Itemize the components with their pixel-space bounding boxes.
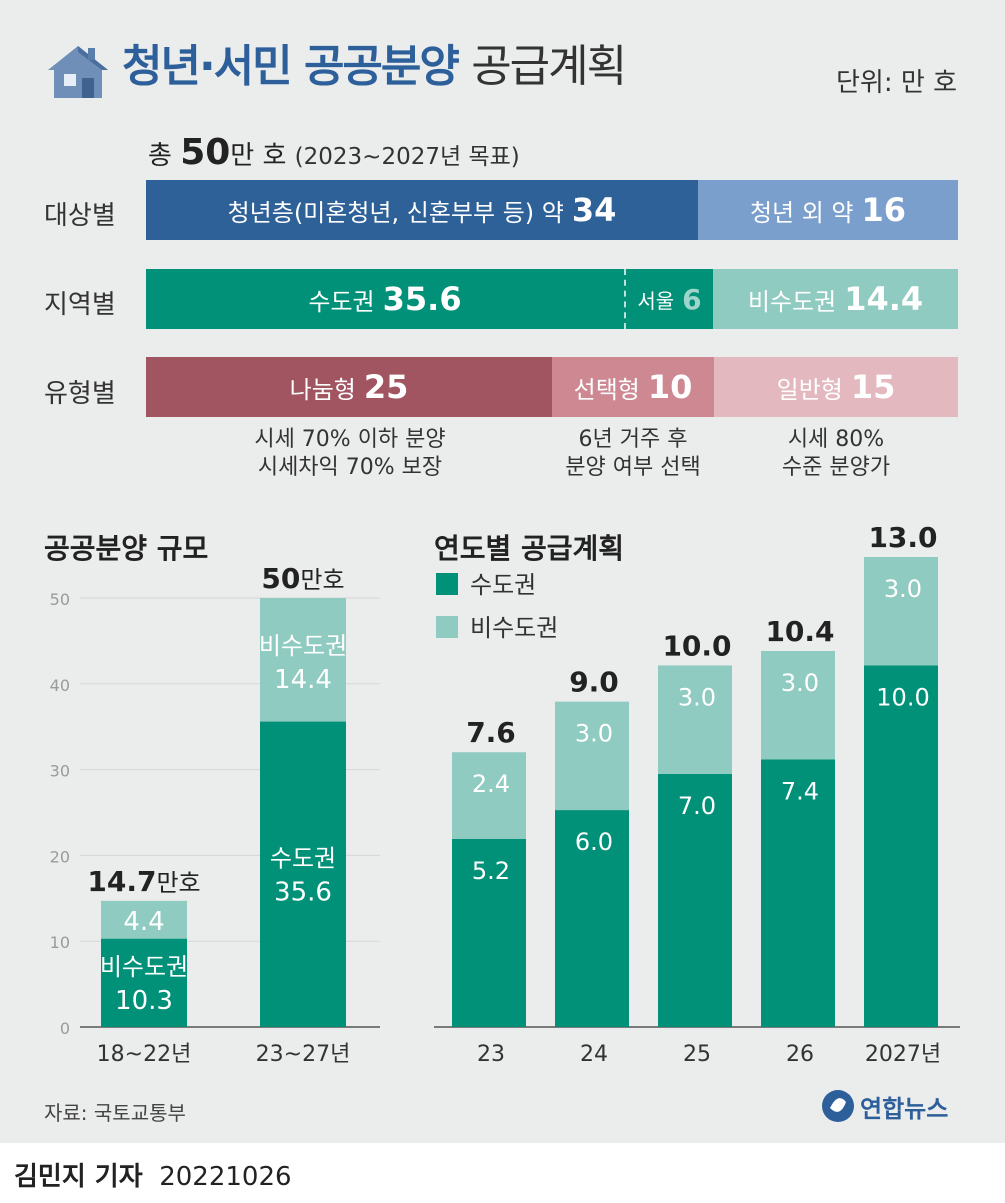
bar-total-label: 10.0: [662, 629, 731, 662]
bar-value-label: 4.4: [123, 907, 164, 937]
yonhap-logo-icon: [822, 1090, 854, 1122]
bar-total-label: 9.0: [569, 666, 619, 699]
bar-series-label: 비수도권: [259, 632, 347, 660]
bar-region-capital: 수도권 35.6: [146, 269, 624, 329]
bar-type-sharing: 나눔형 25: [146, 357, 552, 417]
bar-value-label: 3.0: [884, 575, 922, 603]
bar-value-label: 3.0: [575, 720, 613, 748]
y-tick-label: 40: [50, 676, 70, 695]
house-icon: [48, 46, 108, 98]
bar-value-label: 7.0: [678, 792, 716, 820]
bar-target-others: 청년 외 약 16: [698, 180, 958, 240]
bar-series-label: 수도권: [270, 844, 336, 872]
bar-value-label: 7.4: [781, 777, 819, 805]
bar-capital: [260, 721, 346, 1027]
x-tick-label: 26: [786, 1042, 814, 1067]
bar-total-label: 14.7만호: [87, 865, 200, 898]
brand-logo: 연합뉴스: [820, 1088, 948, 1124]
x-tick-label: 23~27년: [256, 1042, 351, 1067]
unit-label: 단위: 만 호: [836, 68, 957, 98]
x-tick-label: 24: [580, 1042, 608, 1067]
bar-noncapital: [101, 900, 187, 939]
bar-noncapital: [260, 598, 346, 722]
row-label-region: 지역별: [44, 290, 116, 320]
legend-label-noncapital: 비수도권: [470, 614, 558, 642]
bar-total-label: 10.4: [765, 615, 834, 648]
bar-value-label: 35.6: [274, 877, 332, 907]
bar-noncapital: [452, 752, 526, 839]
y-tick-label: 20: [50, 847, 70, 866]
bar-noncapital: [658, 665, 732, 774]
row-label-type: 유형별: [44, 379, 116, 409]
x-tick-label: 25: [683, 1042, 711, 1067]
x-tick-label: 23: [477, 1042, 505, 1067]
charts-svg: 0 10 20 30 40 50 비수도권 10.3 4.4 14.7만호 18~22년 수도권 35.…: [50, 521, 960, 1067]
bar-value-label: 6.0: [575, 828, 613, 856]
bar-value-label: 3.0: [678, 683, 716, 711]
bar-value-label: 14.4: [274, 665, 332, 695]
infographic-panel: 청년·서민 공공분양 공급계획 단위: 만 호 총 50만 호 (2023~20…: [0, 0, 1005, 1143]
bar-capital: [452, 839, 526, 1027]
bar-value-label: 10.0: [876, 683, 929, 711]
note-general: 시세 80% 수준 분양가: [781, 427, 891, 480]
x-tick-label: 18~22년: [97, 1042, 192, 1067]
bar-target-youth: 청년층(미혼청년, 신혼부부 등) 약 34: [146, 180, 698, 240]
bar-value-label: 5.2: [472, 857, 510, 885]
bar-value-label: 10.3: [115, 986, 173, 1016]
bar-total-label: 13.0: [868, 521, 937, 554]
y-tick-label: 0: [60, 1019, 70, 1038]
bar-capital: [101, 938, 187, 1027]
credit-line: 김민지 기자 20221026: [14, 1162, 292, 1192]
bar-value-label: 3.0: [781, 669, 819, 697]
bar-series-label: 비수도권: [100, 953, 188, 981]
note-choice: 6년 거주 후 분양 여부 선택: [565, 427, 701, 480]
chart1-title: 공공분양 규모: [44, 532, 209, 565]
bar-noncapital: [864, 557, 938, 666]
y-tick-label: 30: [50, 762, 70, 781]
bar-type-general: 일반형 15: [714, 357, 958, 417]
bar-capital: [864, 665, 938, 1027]
bar-total-label: 7.6: [466, 716, 516, 749]
legend-label-capital: 수도권: [470, 571, 536, 599]
bar-value-label: 2.4: [472, 770, 510, 798]
bar-capital: [555, 810, 629, 1027]
bar-noncapital: [555, 701, 629, 811]
page-title: 청년·서민 공공분양 공급계획: [122, 41, 627, 92]
bar-region-seoul: 서울 6: [624, 269, 713, 329]
bar-region-noncapital: 비수도권 14.4: [713, 269, 958, 329]
x-tick-label: 2027년: [865, 1042, 941, 1067]
legend-swatch-noncapital: [436, 616, 458, 638]
y-tick-label: 10: [50, 933, 70, 952]
chart2-title: 연도별 공급계획: [434, 532, 625, 565]
legend-swatch-capital: [436, 573, 458, 595]
bar-noncapital: [761, 651, 835, 760]
row-label-target: 대상별: [44, 201, 116, 231]
bar-total-label: 50만호: [261, 562, 344, 595]
bar-capital: [658, 773, 732, 1027]
note-sharing: 시세 70% 이하 분양 시세차익 70% 보장: [254, 427, 446, 480]
source-label: 자료: 국토교통부: [44, 1101, 186, 1125]
total-label: 총 50만 호 (2023~2027년 목표): [148, 132, 520, 173]
bar-type-choice: 선택형 10: [552, 357, 714, 417]
y-tick-label: 50: [50, 590, 70, 609]
bar-capital: [761, 759, 835, 1027]
